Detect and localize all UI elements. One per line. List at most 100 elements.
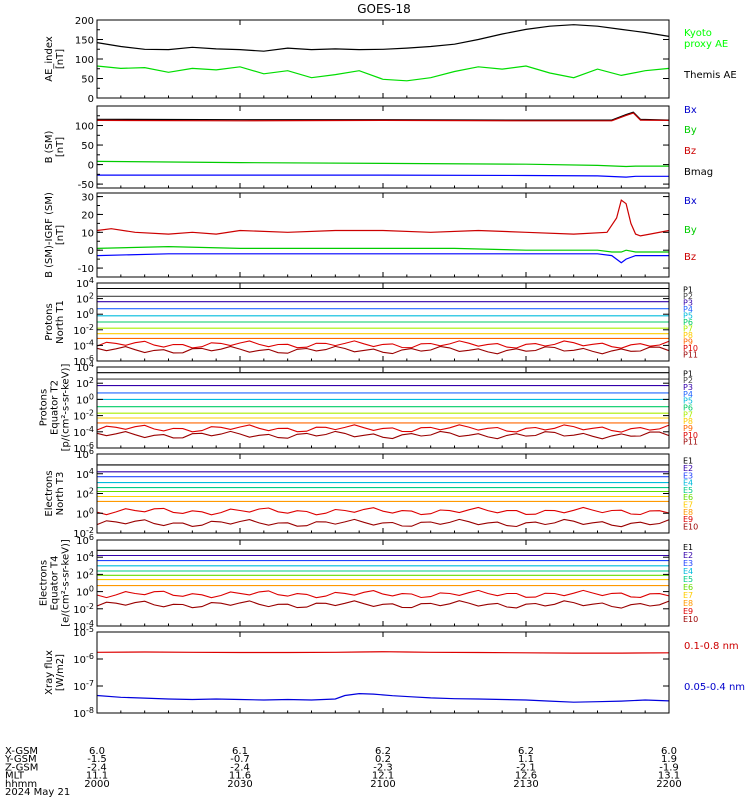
y-axis-label: [e/(cm²-s-sr-keV)] [61,539,72,627]
channel-label-e8: E8 [683,599,693,608]
channel-label-p4: P4 [683,305,693,314]
channel-label-e4: E4 [683,479,693,488]
y-axis-label: B (SM) [44,130,55,163]
series-line-0-1-0-8-nm [96,651,670,654]
channel-label-e6: E6 [683,493,693,502]
series-line-bx [97,174,669,178]
y-axis-label: [nT] [55,225,66,245]
x-row-label-y-gsm: Y-GSM [4,754,37,765]
y-tick-label: -50 [78,180,94,191]
y-axis-label: Electrons [44,470,55,516]
panel-frame [96,192,670,278]
x-row-value: -1.5 [87,754,107,765]
y-tick-label: 106 [76,447,94,461]
x-row-value: 11.6 [229,771,251,782]
channel-label-p2: P2 [683,376,693,385]
x-row-value: -2.3 [373,762,393,773]
channel-label-e3: E3 [683,471,693,480]
panel-frame [96,453,670,534]
channel-label-e5: E5 [683,486,693,495]
panel-frame [96,539,670,627]
x-row-value: 2100 [370,779,395,790]
panel-xray: Xray flux [W/m2] 0.1-0.8 nm 0.05-0.4 nm [44,631,745,714]
legend-entry-by: By [684,125,697,136]
channel-label-p4: P4 [683,390,693,399]
y-tick-label: 102 [76,567,94,581]
y-tick-label: 10-8 [73,706,94,720]
channel-label-e3: E3 [683,559,693,568]
channel-label-e1: E1 [683,457,693,466]
y-tick-label: 100 [75,55,94,66]
y-axis-label: North T1 [55,300,66,344]
y-tick-label: 50 [81,141,94,152]
channel-label-p3: P3 [683,383,693,392]
y-tick-label: 30 [81,193,94,204]
legend-entry-bz: Bz [684,252,696,263]
channel-label-e4: E4 [683,567,693,576]
series-line-by [96,245,669,253]
y-axis-label: Protons [39,389,50,426]
channel-label-p10: P10 [683,344,698,353]
series-line-by [96,160,669,168]
y-tick-label: 50 [81,75,94,86]
y-tick-label: 104 [76,360,94,374]
x-row-value: 2000 [84,779,109,790]
x-row-label-x-gsm: X-GSM [5,746,38,757]
channel-label-p1: P1 [683,285,693,294]
y-axis-label: AE_index [44,36,55,82]
channel-line-e10 [96,518,670,528]
y-axis-label: [p/(cm²-s-sr-keV)] [61,364,72,452]
y-tick-label: 102 [76,487,94,501]
legend-entry-0-05-0-4-nm: 0.05-0.4 nm [684,682,745,693]
channel-label-p3: P3 [683,298,693,307]
y-tick-label: 20 [81,210,94,221]
y-tick-label: 100 [76,585,94,599]
x-row-value: 11.1 [86,771,108,782]
x-row-value: 2030 [227,779,252,790]
channel-line-e9 [96,506,670,516]
channel-label-e8: E8 [683,508,693,517]
channel-label-p2: P2 [683,292,693,301]
channel-label-e2: E2 [683,551,693,560]
y-axis-label: Protons [44,303,55,340]
x-row-value: 6.0 [89,746,105,757]
channel-label-e5: E5 [683,575,693,584]
y-tick-label: 100 [76,506,94,520]
y-tick-label: 100 [76,307,94,321]
x-row-value: 2200 [656,779,681,790]
x-row-value: -2.4 [87,762,107,773]
channel-label-p7: P7 [683,410,693,419]
y-tick-label: 0 [88,246,94,257]
channel-line-p11 [96,345,670,355]
y-tick-label: 102 [76,292,94,306]
channel-label-e10: E10 [683,522,698,531]
channel-label-e6: E6 [683,583,693,592]
x-row-value: 6.0 [661,746,677,757]
x-row-label-z-gsm: Z-GSM [5,762,38,773]
y-tick-label: 10-2 [73,526,94,540]
series-line-bx [96,253,669,264]
y-axis-label: Xray flux [44,650,55,695]
y-tick-label: 200 [75,16,94,27]
x-row-label-hhmm: hhmm [5,779,37,790]
x-row-value: 6.2 [375,746,391,757]
x-row-value: -1.9 [659,762,679,773]
channel-label-p10: P10 [683,431,698,440]
y-tick-label: 104 [76,276,94,290]
x-row-value: 13.1 [658,771,680,782]
channel-line-p11 [96,430,670,440]
x-row-value: 6.2 [518,746,534,757]
y-tick-label: 150 [75,36,94,47]
x-row-label-mlt: MLT [5,771,25,782]
channel-label-e10: E10 [683,615,698,624]
y-tick-label: 104 [76,550,94,564]
series-line-themis-ae [96,24,670,52]
y-axis-label: [nT] [55,49,66,69]
y-tick-label: 0 [88,94,94,105]
channel-label-e9: E9 [683,515,693,524]
y-tick-label: 10-6 [73,441,94,455]
y-tick-label: 10-4 [73,619,94,633]
